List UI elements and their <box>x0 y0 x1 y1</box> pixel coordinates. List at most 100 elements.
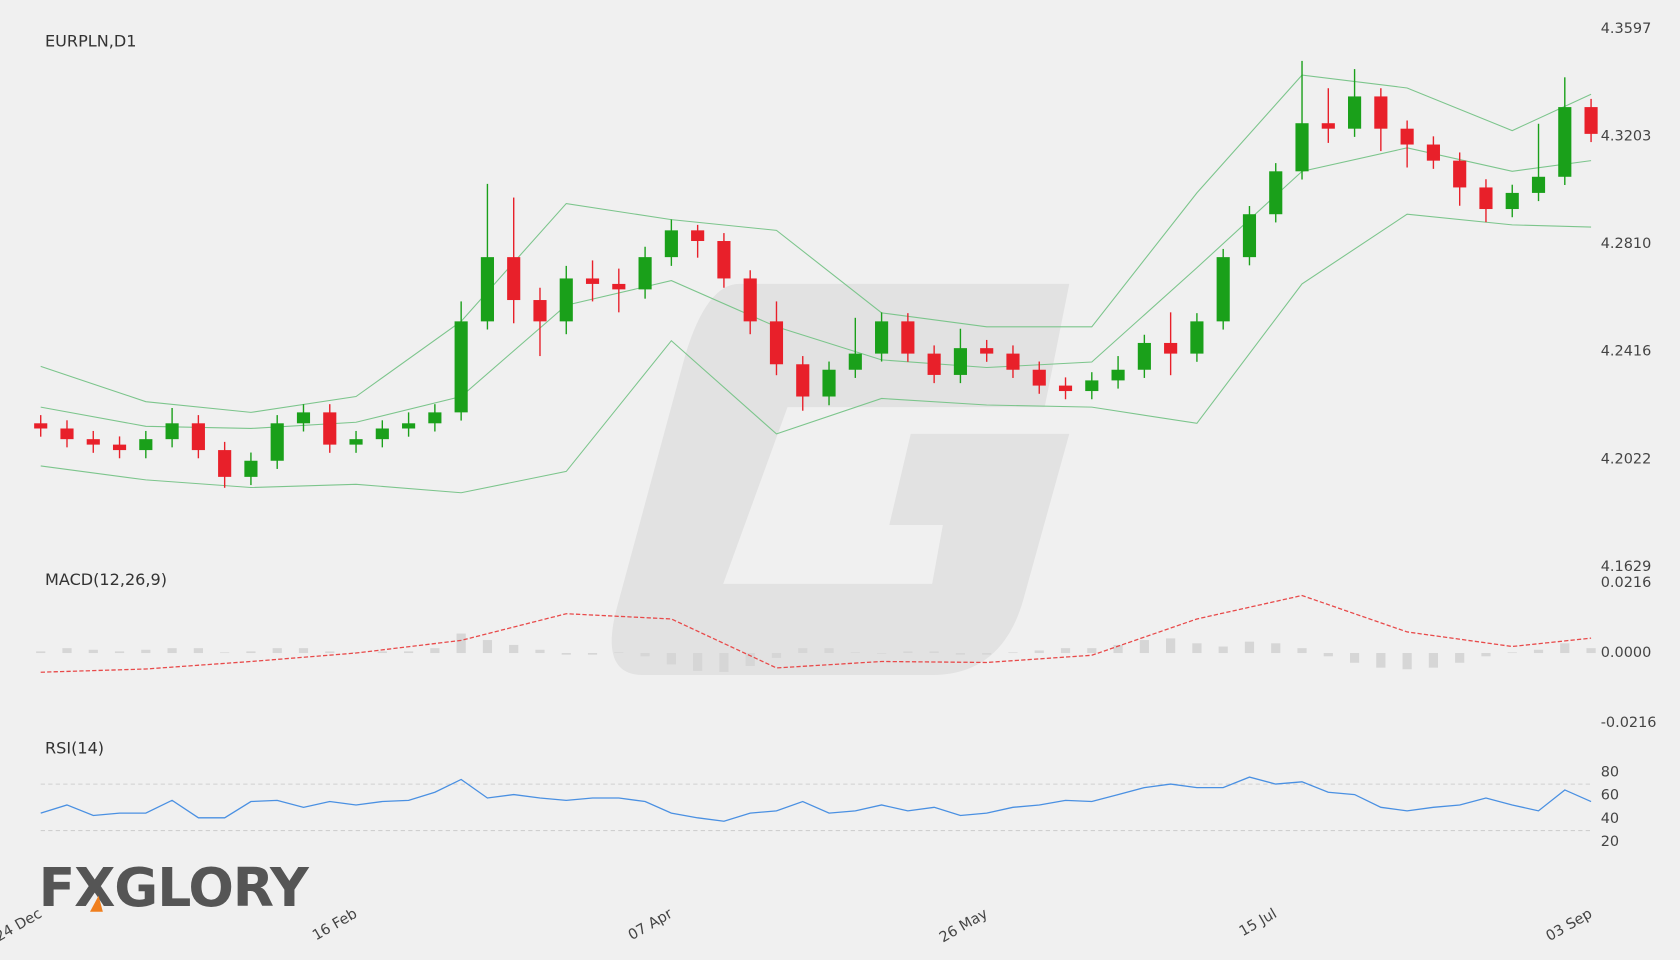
y-tick-label: 60 <box>1601 788 1619 804</box>
macd-histogram-bar <box>246 651 256 654</box>
candle-body <box>1137 342 1151 370</box>
candle-body <box>612 283 626 290</box>
macd-histogram-bar <box>88 649 98 654</box>
y-tick-label: 40 <box>1601 811 1619 827</box>
macd-histogram-bar <box>1087 648 1097 654</box>
candle-body <box>1505 192 1519 210</box>
candle-body <box>769 321 784 365</box>
macd-histogram-bar <box>1349 653 1360 663</box>
candle-body <box>454 321 468 413</box>
watermark <box>611 283 1070 675</box>
rsi-title: RSI(14) <box>45 738 104 757</box>
y-tick-label: 4.2022 <box>1601 451 1652 467</box>
macd-histogram-bar <box>1533 649 1544 654</box>
candle-body <box>848 353 862 370</box>
macd-histogram-bar <box>377 651 387 654</box>
logo-accent <box>90 895 103 912</box>
candle-body <box>559 278 573 322</box>
candle-body <box>1321 123 1335 129</box>
macd-histogram-bar <box>666 653 676 665</box>
macd-histogram-bar <box>1560 643 1570 654</box>
candle-body <box>112 444 127 451</box>
candle-body <box>1242 214 1257 258</box>
macd-histogram-bar <box>1060 648 1071 654</box>
macd-histogram-bar <box>141 649 151 654</box>
macd-histogram-bar <box>1034 650 1044 654</box>
candle-body <box>691 230 705 242</box>
macd-histogram-bar <box>903 651 913 654</box>
macd-histogram-bar <box>403 651 414 654</box>
candle-body <box>191 423 205 451</box>
macd-histogram-bar <box>719 653 729 672</box>
candle-body <box>323 412 337 445</box>
macd-histogram-bar <box>824 648 834 654</box>
macd-histogram-bar <box>1166 638 1176 654</box>
candle-body <box>585 278 600 284</box>
y-tick-label: 20 <box>1601 834 1619 850</box>
macd-histogram-bar <box>771 653 782 658</box>
candle-body <box>1058 385 1073 392</box>
candle-body <box>953 348 967 375</box>
macd-histogram-bar <box>1481 653 1491 657</box>
macd-histogram-bar <box>1113 644 1123 654</box>
macd-histogram-bar <box>456 633 466 654</box>
macd-histogram-bar <box>36 651 46 654</box>
macd-histogram-bar <box>298 648 309 654</box>
macd-histogram-bar <box>1192 643 1202 654</box>
watermark-shape <box>611 283 1070 675</box>
candle-body <box>1269 171 1283 215</box>
candle-body <box>717 241 731 279</box>
candle-body <box>375 428 389 440</box>
macd-histogram-bar <box>220 652 230 654</box>
candle-body <box>34 423 48 429</box>
macd-signal-line <box>40 594 1592 673</box>
macd-title: MACD(12,26,9) <box>45 570 167 589</box>
y-tick-label: 4.2416 <box>1601 344 1652 360</box>
candle-body <box>218 450 232 477</box>
y-tick-label: 80 <box>1601 765 1619 781</box>
macd-histogram-bar <box>167 648 177 654</box>
macd-histogram-bar <box>1271 643 1281 654</box>
candle-body <box>822 369 836 397</box>
candle-body <box>165 423 179 440</box>
macd-histogram-bar <box>509 644 519 654</box>
macd-histogram-bar <box>193 648 203 654</box>
macd-histogram-bar <box>272 648 282 654</box>
macd-histogram-bar <box>1455 653 1465 663</box>
macd-histogram-bar <box>1139 640 1149 654</box>
candle-body <box>1085 380 1099 392</box>
macd-histogram-bar <box>535 649 545 654</box>
candle-body <box>1558 107 1572 177</box>
candle-body <box>1400 128 1414 145</box>
macd-histogram-bar <box>798 648 808 654</box>
macd-histogram-bar <box>1586 648 1596 654</box>
macd-histogram-bar <box>1244 641 1255 654</box>
candle-body <box>1348 96 1362 129</box>
macd-histogram-bar <box>955 653 966 655</box>
candle-body <box>1190 321 1204 354</box>
candle-body <box>1374 96 1388 129</box>
candle-body <box>349 439 363 445</box>
y-tick-label: 4.2810 <box>1601 236 1652 252</box>
macd-histogram-bar <box>430 648 440 654</box>
candle-body <box>1032 369 1046 386</box>
candle-body <box>296 412 311 424</box>
candle-body <box>796 364 810 397</box>
macd-histogram-bar <box>482 640 493 654</box>
candle-body <box>402 423 416 429</box>
y-tick-label: -0.0216 <box>1601 715 1657 731</box>
y-tick-label: 0.0000 <box>1601 645 1652 661</box>
logo: FXGLORY <box>39 856 312 919</box>
macd-histogram-bar <box>1323 653 1333 657</box>
candle-body <box>927 353 941 375</box>
candle-body <box>60 428 74 440</box>
candle-body <box>244 460 258 477</box>
y-tick-label: 4.1629 <box>1601 559 1652 575</box>
candle-body <box>1006 353 1020 370</box>
macd-histogram-bar <box>587 653 598 655</box>
candle-body <box>1216 257 1230 322</box>
macd-histogram-bar <box>614 652 624 654</box>
